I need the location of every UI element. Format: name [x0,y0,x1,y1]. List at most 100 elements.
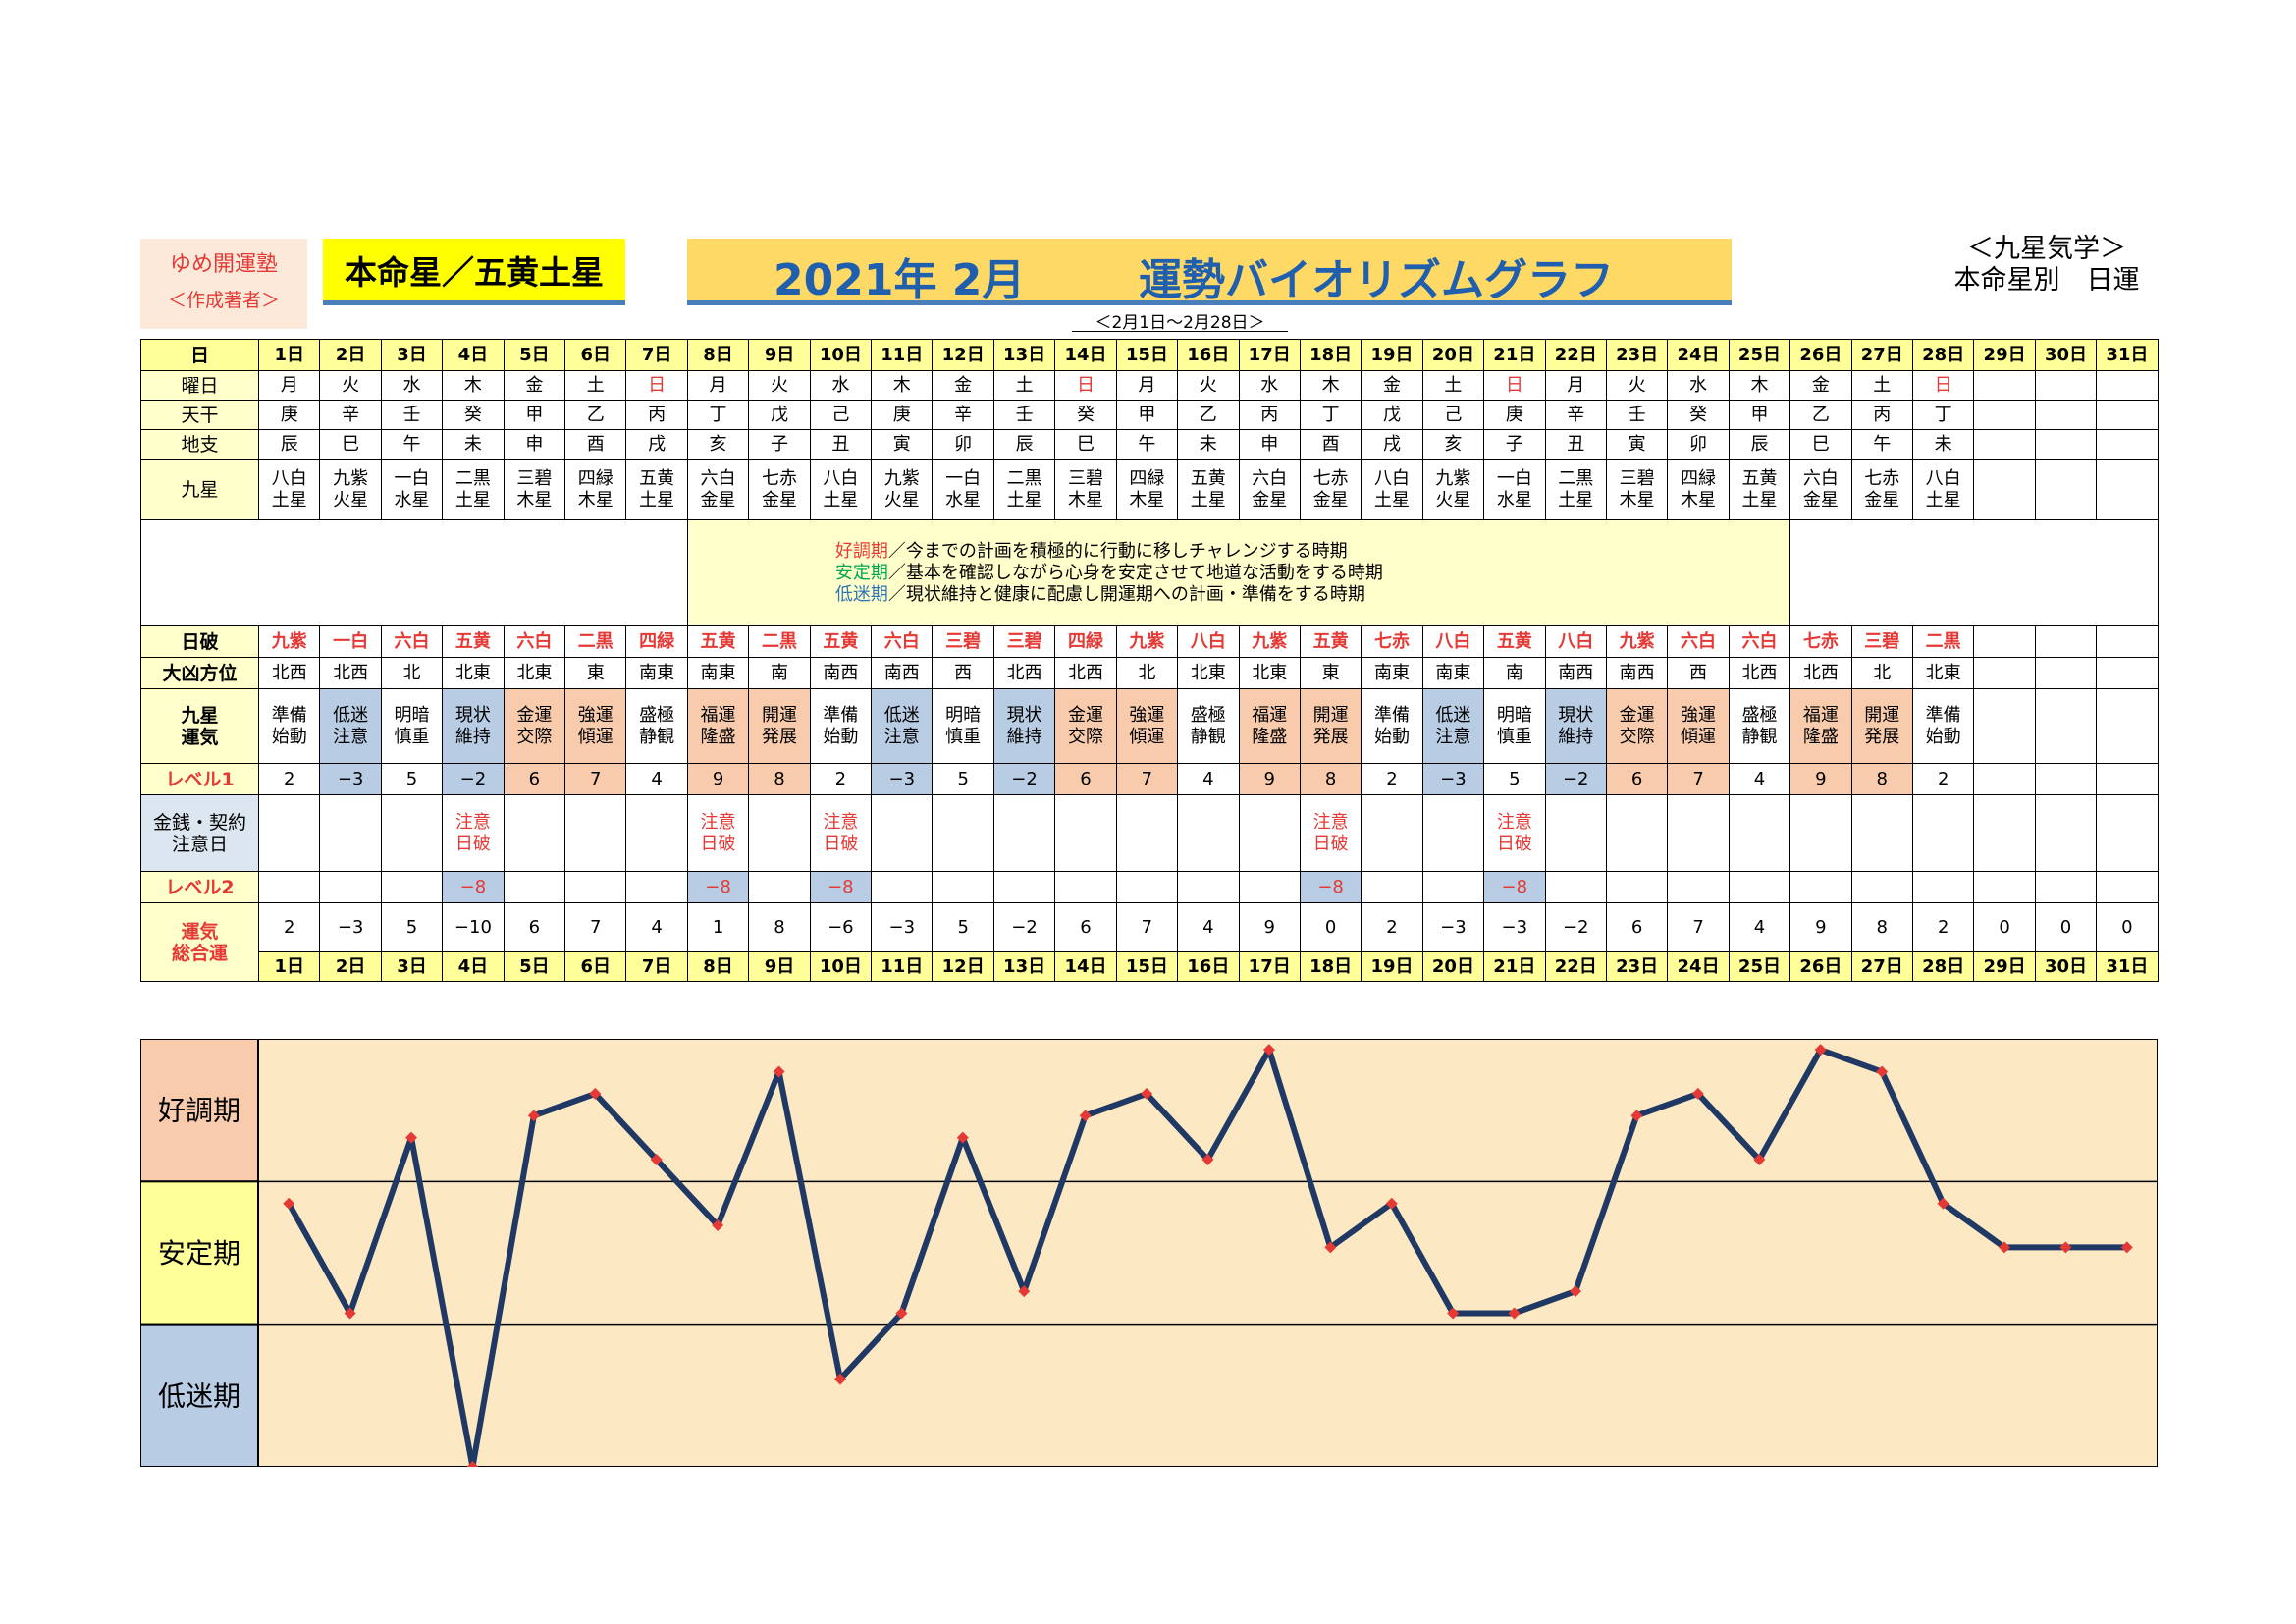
weekday-cell: 月 [686,370,750,401]
hiyaburi-cell: 九紫 [1115,625,1179,658]
day-cell: 10日 [809,339,873,371]
level2-cell [1544,871,1607,903]
money-row: 金銭・契約 注意日 注意 日破 注意 日破 注意 日破 注意 日破 注意 日破 [140,794,2159,872]
tenkan-cell: 庚 [1483,400,1546,430]
money-cell [2034,794,2098,872]
chishi-cell: 巳 [1054,429,1117,460]
kyusei-cell: 二黒 土星 [442,459,505,520]
day-cell: 3日 [380,339,444,371]
chishi-cell [2034,429,2098,460]
unki-cell: 強運 傾運 [1115,688,1179,764]
day-footer-cell: 21日 [1483,951,1546,982]
data-point-24日 [1691,1087,1704,1100]
note-term: 安定期 [834,562,888,583]
unki-cell: 福運 隆盛 [1789,688,1852,764]
level2-cell [2096,871,2159,903]
day-cell: 9日 [748,339,811,371]
level1-cell [1973,763,2036,795]
unki-cell: 金運 交際 [1054,688,1117,764]
band-label-bg [139,1038,259,1183]
sogo-cell: −3 [319,902,382,952]
day-cell: 6日 [564,339,627,371]
day-cell: 24日 [1667,339,1730,371]
kyusei-sub: 本命星別 日運 [1953,265,2140,296]
day-footer-cell: 13日 [992,951,1056,982]
level2-cell [1667,871,1730,903]
day-cell: 23日 [1605,339,1669,371]
kyusei-cell: 六白 金星 [1789,459,1852,520]
day-footer-cell: 11日 [871,951,934,982]
level2-cell [564,871,627,903]
fortune-table: 日 1日 2日 3日 4日 5日 6日 7日 8日 9日 10日 11日 12日 13日 14日 15日 16日… [140,339,2159,1036]
level2-cell: −8 [442,871,505,903]
unki-cell: 明暗 慎重 [1483,688,1546,764]
level1-cell: 9 [1789,763,1852,795]
money-cell [1911,794,1975,872]
day-footer-cell: 14日 [1054,951,1117,982]
day-cell: 20日 [1421,339,1485,371]
level2-cell [257,871,321,903]
kyusei-cell: 七赤 金星 [1850,459,1913,520]
day-cell: 25日 [1728,339,1791,371]
tenkan-cell: 己 [809,400,873,430]
level2-cell [1361,871,1423,903]
daikyo-cell [2034,657,2098,689]
weekday-cell: 火 [319,370,382,401]
day-footer-cell: 7日 [625,951,688,982]
hiyaburi-cell: 五黄 [809,625,873,658]
tenkan-cell [2034,400,2098,430]
level1-row: レベル1 2 −3 5 −2 6 7 4 9 8 2 −3 5 −2 6 7 4 9 8 2 −3 5 −2 6 7 4 9 8 2 [140,763,2159,795]
biorhythm-chart: 好調期 安定期 低迷期 [139,1038,2159,1473]
hiyaburi-cell: 三碧 [932,625,994,658]
unki-cell: 明暗 慎重 [932,688,994,764]
data-point-29日 [1998,1241,2010,1254]
kyusei-cell: 八白 土星 [1911,459,1975,520]
notes-blank-left [140,519,688,626]
hiyaburi-cell: 五黄 [1483,625,1546,658]
chishi-cell: 戌 [1361,429,1423,460]
money-cell [257,794,321,872]
money-cell [932,794,994,872]
level2-cell [1115,871,1179,903]
level2-cell: −8 [686,871,750,903]
daikyo-cell: 北東 [503,657,566,689]
tenkan-cell: 己 [1421,400,1485,430]
tenkan-cell: 甲 [503,400,566,430]
day-footer-cell: 29日 [1973,951,2036,982]
daikyo-cell: 北西 [1054,657,1117,689]
tenkan-cell: 庚 [257,400,321,430]
sogo-cell: 5 [380,902,444,952]
kyusei-cell: 五黄 土星 [1728,459,1791,520]
level1-cell: 2 [1911,763,1975,795]
level2-cell [871,871,934,903]
kyusei-cell: 四緑 木星 [564,459,627,520]
chishi-cell: 申 [1238,429,1301,460]
day-cell: 15日 [1115,339,1179,371]
daikyo-cell: 東 [1299,657,1362,689]
daikyo-cell: 南西 [809,657,873,689]
money-cell: 注意 日破 [1299,794,1362,872]
unki-cell: 低迷 注意 [1421,688,1485,764]
day-cell: 14日 [1054,339,1117,371]
daikyo-cell: 北 [380,657,444,689]
hiyaburi-cell: 九紫 [257,625,321,658]
hiyaburi-cell: 六白 [871,625,934,658]
chishi-cell: 午 [380,429,444,460]
daikyo-cell: 北東 [1911,657,1975,689]
sogo-cell: −3 [1421,902,1485,952]
data-point-20日 [1447,1307,1460,1320]
tenkan-cell: 乙 [564,400,627,430]
chishi-cell: 卯 [1667,429,1730,460]
day-cell: 16日 [1177,339,1240,371]
money-cell: 注意 日破 [1483,794,1546,872]
kyusei-cell: 八白 土星 [1361,459,1423,520]
data-point-5日 [527,1110,540,1122]
level1-cell: −3 [1421,763,1485,795]
sogo-cell: 9 [1789,902,1852,952]
day-footer-cell: 27日 [1850,951,1913,982]
level2-cell [1973,871,2036,903]
day-cell: 12日 [932,339,994,371]
money-cell: 注意 日破 [809,794,873,872]
row-label-hiyaburi: 日破 [140,625,259,658]
day-cell: 26日 [1789,339,1852,371]
